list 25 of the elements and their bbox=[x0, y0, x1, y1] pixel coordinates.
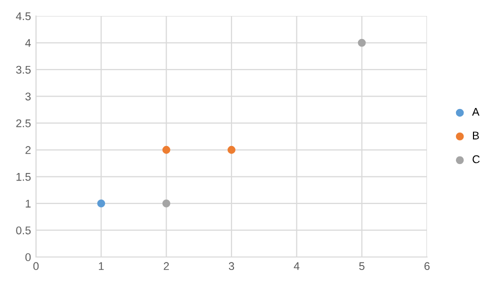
legend-label: B bbox=[472, 132, 479, 140]
y-tick-label: 3 bbox=[25, 92, 31, 100]
x-tick-label: 5 bbox=[359, 262, 364, 270]
y-tick-label: 1.5 bbox=[16, 173, 31, 181]
y-tick-label: 2 bbox=[26, 146, 31, 154]
point bbox=[228, 146, 236, 154]
y-tick-label: 0 bbox=[25, 253, 31, 262]
point bbox=[97, 199, 106, 208]
x-tick-label: 3 bbox=[228, 262, 234, 270]
legend-label: A bbox=[472, 108, 480, 116]
point bbox=[162, 199, 170, 208]
x-tick-label: 2 bbox=[164, 262, 169, 270]
y-tick-label: 4 bbox=[25, 39, 31, 47]
x-tick-label: 1 bbox=[98, 262, 104, 270]
x-tick-label: 0 bbox=[33, 262, 39, 270]
y-tick-label: 0.5 bbox=[16, 226, 31, 234]
y-tick-label: 1 bbox=[26, 200, 31, 208]
legend-label: C bbox=[472, 155, 480, 164]
x-tick-label: 6 bbox=[424, 262, 430, 270]
x-tick-label: 4 bbox=[294, 262, 300, 270]
point bbox=[358, 38, 366, 47]
y-tick-label: 3.5 bbox=[16, 66, 31, 74]
y-tick-label: 4.5 bbox=[16, 12, 31, 20]
y-tick-label: 2.5 bbox=[16, 119, 31, 128]
point bbox=[162, 146, 170, 154]
